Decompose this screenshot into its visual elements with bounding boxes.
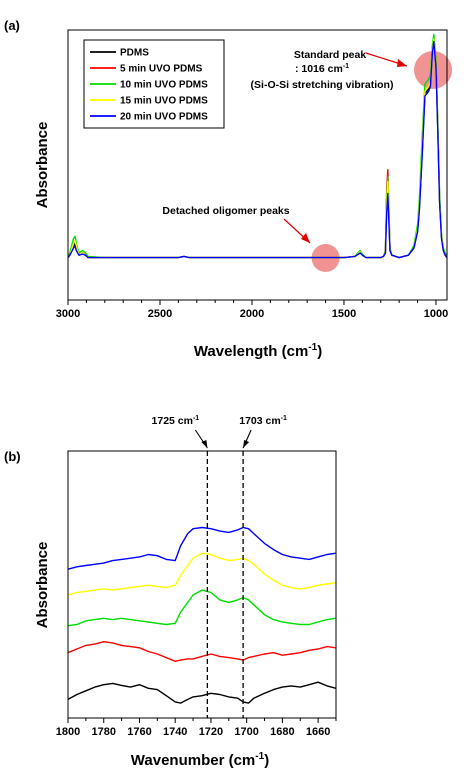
marker-label-sup-0: -1 (193, 415, 199, 422)
legend-items: PDMS 5 min UVO PDMS 10 min UVO PDMS 15 min … (90, 48, 208, 123)
x-tick-label-3: 1500 (332, 308, 356, 320)
series-line-1 (67, 641, 337, 662)
panel-b-xlabel-main: Wavenumber (cm (131, 752, 255, 769)
panel-a-legend: PDMS 5 min UVO PDMS 10 min UVO PDMS 15 min … (83, 39, 225, 129)
plot-frame (67, 29, 448, 301)
legend-label-1: 5 min UVO PDMS (120, 64, 203, 75)
panel-a-label: (a) (4, 18, 20, 33)
panel-a-xlabel-main: Wavelength (cm (194, 343, 308, 360)
marker-arrowhead-0 (201, 440, 208, 448)
panel-a-xlabel-sup: -1 (308, 342, 317, 353)
standard-peak-label-3: (Si-O-Si stretching vibration) (251, 79, 394, 91)
standard-peak-arrowhead (397, 59, 407, 67)
standard-peak-sup: -1 (343, 63, 349, 70)
series-line-3 (67, 552, 337, 596)
legend-label-3: 15 min UVO PDMS (120, 96, 208, 107)
panel-a-xlabel-end: ) (317, 343, 322, 360)
marker-label-text-1: 1703 cm (239, 415, 280, 427)
panel-b-label: (b) (4, 449, 21, 464)
standard-peak-label-2: : 1016 cm-1 (295, 63, 349, 75)
panel-a-xlabel: Wavelength (cm-1) (194, 342, 322, 360)
marker-label-sup-1: -1 (281, 415, 287, 422)
series-line-2 (67, 589, 337, 627)
legend-label-4: 20 min UVO PDMS (120, 112, 208, 123)
marker-arrowhead-1 (243, 440, 250, 448)
panel-b-ylabel: Absorbance (34, 542, 51, 629)
x-tick-label-2: 2000 (240, 308, 264, 320)
x-tick-label-6: 1680 (270, 726, 294, 738)
x-tick-label-5: 1700 (234, 726, 258, 738)
standard-peak-value: : 1016 cm (295, 63, 343, 75)
series-line-0 (67, 681, 337, 704)
x-tick-label-4: 1000 (424, 308, 448, 320)
x-tick-label-7: 1660 (306, 726, 330, 738)
x-tick-label-3: 1740 (163, 726, 187, 738)
standard-peak-highlight (414, 51, 453, 89)
panel-b-xlabel-sup: -1 (255, 751, 264, 762)
x-tick-label-0: 3000 (56, 308, 80, 320)
marker-label-0: 1725 cm-1 (152, 415, 200, 427)
x-tick-label-0: 1800 (56, 726, 80, 738)
oligomer-arrowhead (301, 233, 310, 243)
marker-label-1: 1703 cm-1 (239, 415, 287, 427)
x-tick-label-1: 2500 (148, 308, 172, 320)
plot-frame (67, 450, 337, 719)
panel-a-annotations: Standard peak : 1016 cm-1 (Si-O-Si stret… (162, 49, 393, 217)
oligomer-label: Detached oligomer peaks (162, 205, 289, 217)
series-line-4 (67, 40, 448, 259)
x-tick-label-2: 1760 (127, 726, 151, 738)
standard-peak-label-1: Standard peak (294, 49, 367, 61)
series-line-4 (67, 526, 337, 570)
panel-a-chart: 3000 2500 2000 1500 1000 (56, 29, 453, 320)
panel-b-xlabel-end: ) (264, 752, 269, 769)
panel-a-ylabel: Absorbance (34, 122, 51, 209)
marker-label-text-0: 1725 cm (152, 415, 193, 427)
panel-b-xlabel: Wavenumber (cm-1) (131, 751, 269, 769)
legend-label-0: PDMS (120, 48, 149, 59)
x-tick-label-4: 1720 (199, 726, 223, 738)
legend-label-2: 10 min UVO PDMS (120, 80, 208, 91)
x-tick-label-1: 1780 (91, 726, 115, 738)
